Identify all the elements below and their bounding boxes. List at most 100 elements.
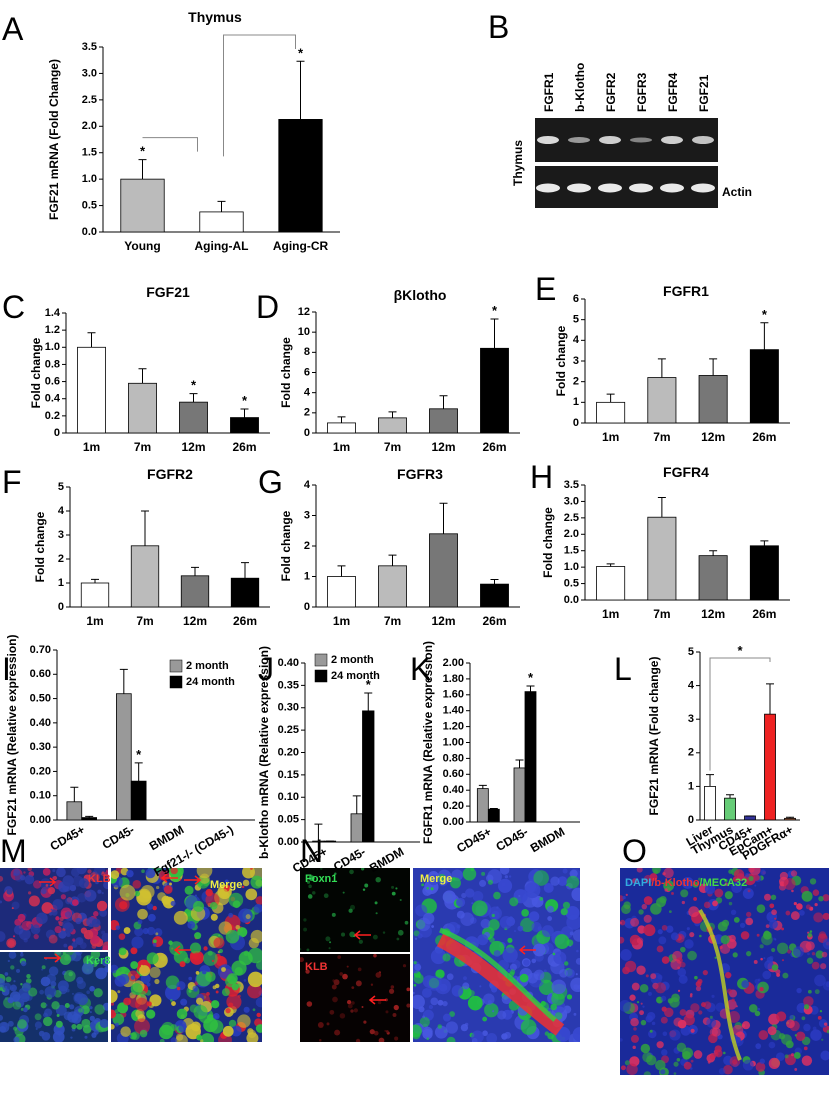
cell bbox=[641, 903, 648, 910]
cell bbox=[132, 879, 142, 889]
cell bbox=[47, 887, 56, 895]
lane-label: FGFR1 bbox=[542, 72, 556, 112]
cell bbox=[703, 901, 711, 909]
y-tick-label: 0.00 bbox=[443, 816, 464, 828]
cell bbox=[165, 975, 180, 990]
x-tick-label: 1m bbox=[86, 614, 103, 628]
cell bbox=[93, 988, 103, 998]
cell bbox=[445, 1021, 459, 1034]
cell bbox=[768, 919, 778, 929]
cell bbox=[12, 1001, 22, 1010]
cell bbox=[218, 948, 224, 954]
arrow bbox=[44, 953, 62, 963]
cell bbox=[111, 1023, 115, 1030]
cell bbox=[246, 1032, 259, 1042]
y-tick-label: 1.5 bbox=[564, 545, 579, 557]
cell bbox=[480, 918, 491, 929]
x-tick-label: 26m bbox=[482, 440, 506, 454]
cell bbox=[33, 924, 40, 931]
cell bbox=[767, 1026, 777, 1036]
cell bbox=[7, 1020, 14, 1027]
cell bbox=[146, 1001, 152, 1007]
panel-letter: I bbox=[2, 651, 11, 687]
cell bbox=[40, 976, 51, 987]
y-tick-label: 2 bbox=[573, 376, 579, 388]
cell bbox=[451, 985, 464, 997]
cell bbox=[726, 988, 733, 994]
y-axis-label: FGF21 mRNA (Fold Change) bbox=[47, 59, 61, 220]
y-tick-label: 0.30 bbox=[30, 741, 51, 753]
cell bbox=[173, 910, 188, 925]
bar bbox=[120, 178, 165, 233]
error-bar bbox=[657, 358, 666, 378]
cell bbox=[28, 987, 38, 997]
y-tick-label: 1.80 bbox=[443, 673, 464, 685]
cell bbox=[364, 883, 369, 888]
cell bbox=[388, 988, 395, 994]
cell bbox=[13, 1026, 18, 1031]
legend-swatch bbox=[314, 653, 328, 667]
x-tick-label: BMDM bbox=[528, 824, 567, 855]
cell bbox=[620, 1000, 631, 1012]
cell bbox=[724, 891, 733, 900]
cell bbox=[180, 998, 188, 1006]
cell bbox=[660, 995, 667, 1002]
cell bbox=[390, 985, 395, 989]
cell bbox=[426, 886, 429, 890]
cell bbox=[71, 1013, 82, 1024]
cell bbox=[754, 978, 760, 984]
cell bbox=[228, 1019, 237, 1028]
cell bbox=[462, 868, 477, 881]
cell bbox=[17, 913, 26, 922]
cell bbox=[104, 871, 108, 878]
cell bbox=[247, 971, 262, 988]
cell bbox=[414, 963, 422, 971]
cell bbox=[819, 1010, 823, 1013]
cell bbox=[135, 997, 149, 1012]
cell bbox=[742, 888, 754, 899]
legend-label: 24 month bbox=[331, 670, 380, 682]
cell bbox=[394, 1036, 399, 1041]
cells bbox=[413, 868, 580, 1042]
cell bbox=[11, 901, 20, 910]
x-tick-label: 12m bbox=[701, 430, 725, 444]
error-bar bbox=[490, 579, 499, 585]
error-bar bbox=[439, 502, 448, 534]
y-tick-label: 3 bbox=[688, 713, 694, 725]
cell bbox=[44, 1008, 53, 1017]
cell bbox=[222, 1025, 234, 1037]
x-tick-label: 1m bbox=[83, 440, 100, 454]
lane-label: FGF21 bbox=[697, 74, 711, 112]
cell bbox=[426, 975, 442, 991]
y-tick-label: 0.40 bbox=[443, 784, 464, 796]
cell bbox=[531, 958, 537, 964]
cell bbox=[544, 1031, 550, 1036]
error-bar bbox=[87, 332, 96, 348]
cell bbox=[513, 930, 517, 933]
x-tick-label: 12m bbox=[181, 440, 205, 454]
cell bbox=[188, 989, 192, 993]
cell bbox=[52, 898, 64, 910]
cell bbox=[419, 1016, 430, 1028]
cell bbox=[704, 883, 716, 895]
cell bbox=[682, 1047, 694, 1059]
image-layer bbox=[0, 868, 829, 1075]
cell bbox=[213, 937, 225, 949]
cell bbox=[81, 962, 94, 975]
y-tick-label: 3.0 bbox=[564, 495, 579, 507]
cell bbox=[677, 967, 687, 977]
cell bbox=[332, 996, 338, 1003]
cell bbox=[153, 928, 163, 937]
cell bbox=[507, 937, 513, 943]
cell bbox=[442, 953, 451, 962]
cell bbox=[763, 931, 772, 940]
cell bbox=[101, 892, 104, 895]
y-tick-label: 0.50 bbox=[30, 692, 51, 704]
cell bbox=[430, 997, 439, 1006]
cell bbox=[636, 868, 643, 873]
error-bar bbox=[364, 692, 373, 711]
cell bbox=[822, 894, 829, 902]
cell bbox=[45, 884, 49, 887]
bar bbox=[81, 817, 98, 821]
cell bbox=[146, 1009, 156, 1019]
